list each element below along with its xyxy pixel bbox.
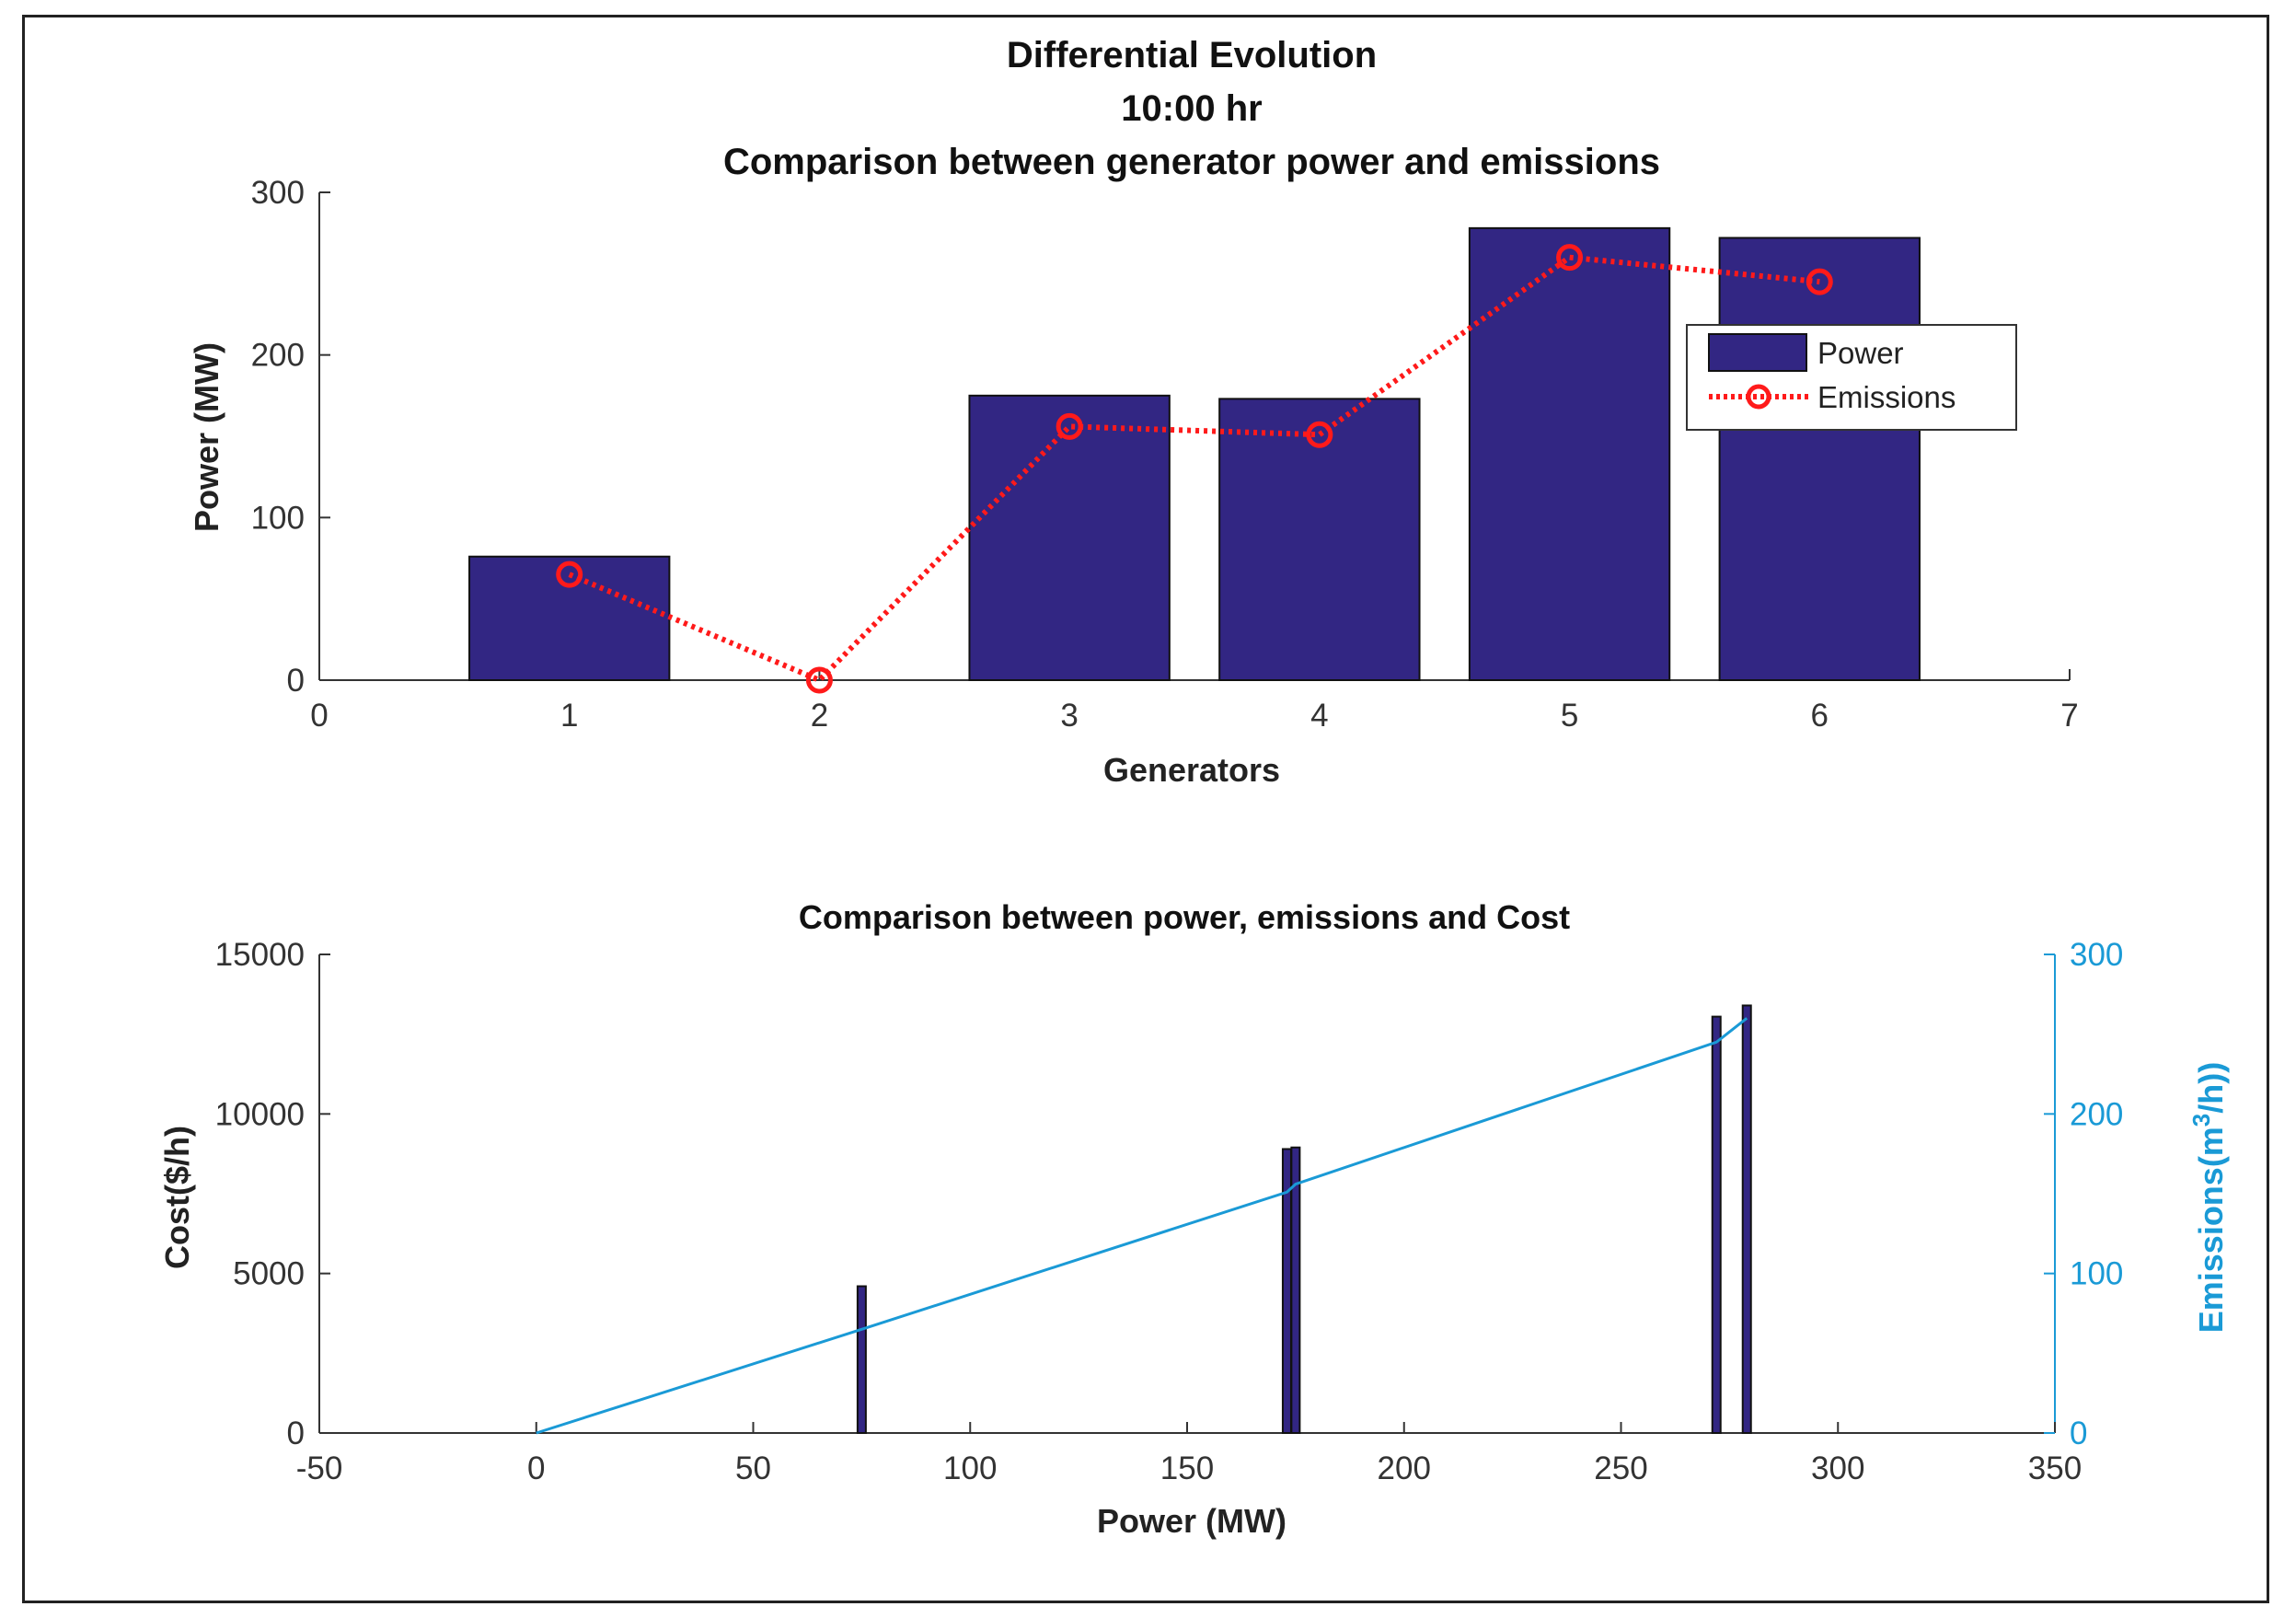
legend-emissions-label: Emissions xyxy=(1817,380,1956,414)
bottom-left-y-tick-label: 10000 xyxy=(215,1096,305,1132)
top-chart-title-line2: 10:00 hr xyxy=(1121,88,1262,129)
legend-power-label: Power xyxy=(1817,336,1904,370)
top-chart-legend: Power Emissions xyxy=(1686,324,2017,431)
top-x-tick-label: 0 xyxy=(310,698,328,734)
top-chart-x-axis-label: Generators xyxy=(1103,751,1280,789)
emissions-point xyxy=(805,666,833,694)
top-x-tick-label: 3 xyxy=(1060,698,1078,734)
emissions-point xyxy=(1556,244,1584,272)
legend-power-swatch xyxy=(1708,333,1807,372)
bottom-chart-plot-area: -50 0 50 100 150 200 250 300 3500500010000150000… xyxy=(215,937,2124,1486)
top-x-tick-label: 2 xyxy=(811,698,828,734)
bottom-x-tick-label: 250 xyxy=(1594,1450,1647,1486)
top-x-tick-label: 1 xyxy=(560,698,578,734)
figure-frame: Differential Evolution 10:00 hr Comparis… xyxy=(22,15,2269,1603)
bottom-right-y-tick-label: 200 xyxy=(2070,1096,2123,1132)
bottom-x-tick-label: 100 xyxy=(943,1450,997,1486)
power-bar xyxy=(968,394,1171,681)
top-chart-y-axis-label: Power (MW) xyxy=(188,342,225,532)
top-x-tick-label: 6 xyxy=(1811,698,1829,734)
bottom-right-y-tick-label: 100 xyxy=(2070,1256,2123,1292)
emissions-line xyxy=(568,254,1820,684)
bottom-chart-right-y-axis-label: Emissions(m3/h)) xyxy=(2187,1062,2230,1334)
bottom-x-tick-label: 200 xyxy=(1378,1450,1431,1486)
cost-bar xyxy=(1290,1146,1301,1434)
bottom-x-tick-label: -50 xyxy=(296,1450,343,1486)
top-y-tick-label: 0 xyxy=(287,663,305,699)
top-x-tick-label: 4 xyxy=(1310,698,1328,734)
emissions-cost-line xyxy=(536,1017,1748,1435)
power-bar xyxy=(1718,237,1921,681)
bottom-left-y-tick-label: 5000 xyxy=(233,1256,305,1292)
top-chart-title-line3: Comparison between generator power and e… xyxy=(723,142,1660,182)
cost-bar xyxy=(1711,1015,1722,1434)
cost-bar xyxy=(856,1285,867,1434)
top-y-tick-label: 200 xyxy=(251,338,305,374)
power-bar xyxy=(1218,398,1421,681)
figure-canvas: Differential Evolution 10:00 hr Comparis… xyxy=(158,35,2230,1540)
bottom-x-tick-label: 300 xyxy=(1811,1450,1864,1486)
top-x-tick-label: 7 xyxy=(2060,698,2078,734)
bottom-chart-title: Comparison between power, emissions and … xyxy=(799,898,1570,936)
bottom-left-y-tick-label: 0 xyxy=(287,1416,305,1451)
bottom-right-y-tick-label: 0 xyxy=(2070,1416,2087,1451)
top-y-tick-label: 100 xyxy=(251,500,305,536)
emissions-point xyxy=(556,561,583,588)
bottom-right-y-tick-label: 300 xyxy=(2070,937,2123,973)
emissions-point xyxy=(1806,268,1833,295)
power-bar xyxy=(1468,226,1671,681)
cost-bar xyxy=(1741,1004,1752,1434)
emissions-point xyxy=(1056,412,1083,440)
bottom-left-y-tick-label: 15000 xyxy=(215,937,305,973)
top-chart-title-line1: Differential Evolution xyxy=(1007,35,1377,75)
bottom-x-tick-label: 150 xyxy=(1160,1450,1214,1486)
top-chart-plot-area: 0 1 2 3 4 5 6 7 0 100 200 300 xyxy=(251,175,2079,734)
top-x-tick-label: 5 xyxy=(1561,698,1578,734)
emissions-point xyxy=(1306,421,1333,448)
bottom-chart-left-y-axis-label: Cost($/h) xyxy=(158,1126,196,1269)
bottom-x-tick-label: 50 xyxy=(735,1450,771,1486)
bottom-chart-x-axis-label: Power (MW) xyxy=(1097,1502,1286,1540)
bottom-x-tick-label: 350 xyxy=(2028,1450,2082,1486)
bottom-x-tick-label: 0 xyxy=(527,1450,545,1486)
top-y-tick-label: 300 xyxy=(251,175,305,211)
legend-emissions-marker xyxy=(1746,384,1771,410)
